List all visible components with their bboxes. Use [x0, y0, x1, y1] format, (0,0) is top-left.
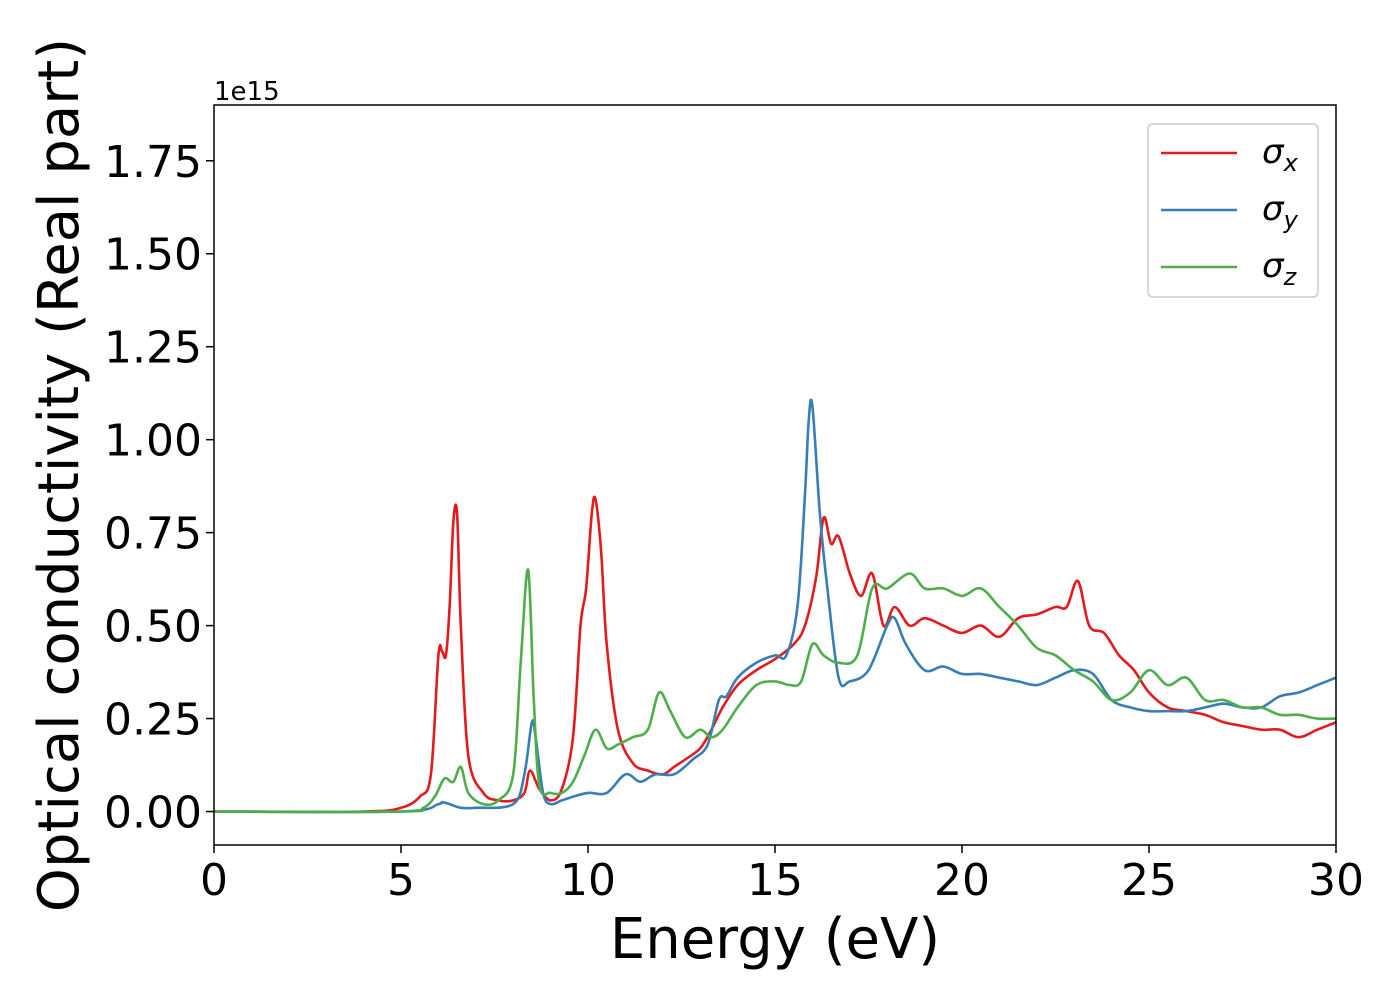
x-tick-label: 0	[200, 855, 228, 906]
y-offset-label: 1e15	[214, 77, 280, 107]
y-axis-title: Optical conductivity (Real part)	[27, 38, 92, 912]
y-tick-label: 1.50	[104, 230, 202, 281]
series-line-x	[213, 495, 1337, 814]
x-tick-label: 15	[747, 855, 803, 906]
legend-label-x: σx	[1262, 132, 1299, 177]
x-tick-label: 10	[560, 855, 616, 906]
series-line-y	[213, 398, 1337, 814]
x-tick-label: 5	[387, 855, 415, 906]
y-tick-label: 0.25	[104, 695, 202, 746]
x-tick-label: 25	[1121, 855, 1177, 906]
y-tick-label: 0.75	[104, 509, 202, 560]
y-tick-label: 1.75	[104, 137, 202, 188]
series-line-z	[213, 568, 1337, 814]
y-tick-label: 0.50	[104, 602, 202, 653]
y-tick-label: 1.00	[104, 416, 202, 467]
legend-label-y: σy	[1262, 189, 1299, 234]
series-layer	[213, 398, 1337, 814]
x-axis-ticks: 0 5 10 15 20 25 30	[200, 845, 1364, 906]
y-axis-ticks: 0.00 0.25 0.50 0.75 1.00 1.25 1.50 1.75	[104, 137, 214, 839]
x-axis-title: Energy (eV)	[610, 907, 940, 972]
x-tick-label: 20	[934, 855, 990, 906]
x-tick-label: 30	[1308, 855, 1364, 906]
legend: σx σy σz	[1147, 123, 1319, 298]
y-tick-label: 0.00	[104, 788, 202, 839]
legend-label-z: σz	[1262, 246, 1298, 291]
y-tick-label: 1.25	[104, 323, 202, 374]
